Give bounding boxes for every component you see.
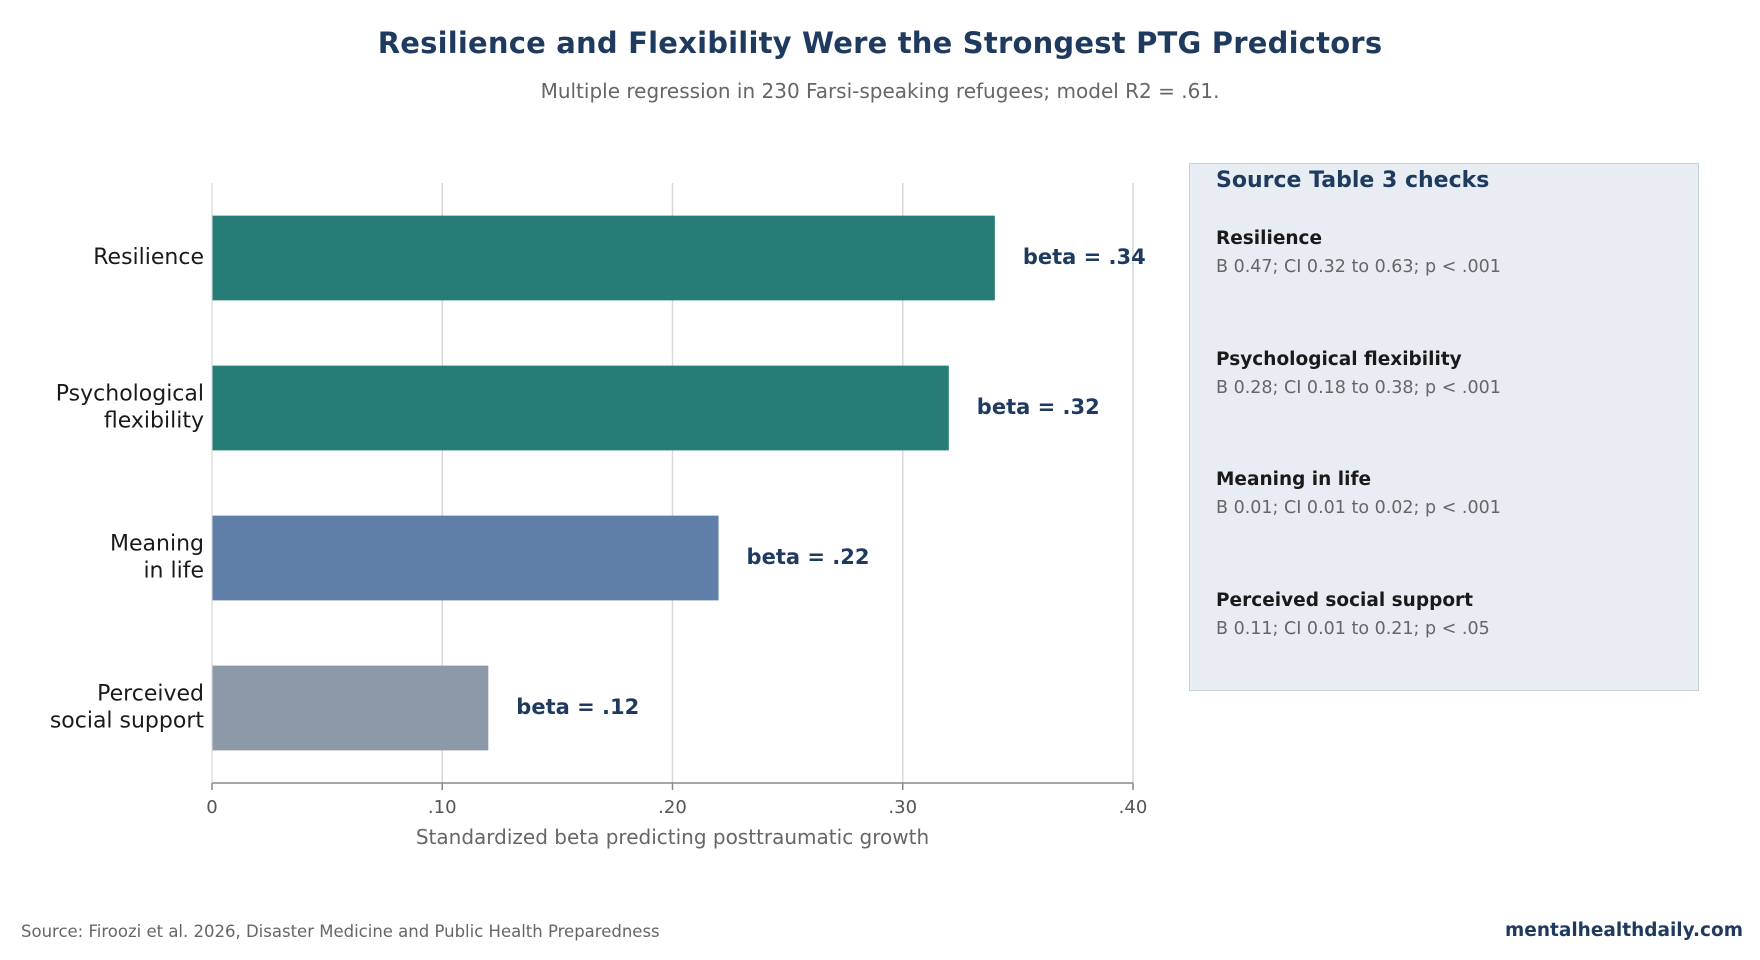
category-label: Meaning in life: [110, 532, 204, 584]
x-tick-label: .30: [888, 797, 917, 818]
category-label: Perceived social support: [50, 682, 205, 734]
x-axis-label: Standardized beta predicting posttraumat…: [416, 825, 929, 849]
chart-subtitle: Multiple regression in 230 Farsi-speakin…: [540, 79, 1220, 103]
check-label: Meaning in life: [1216, 469, 1372, 490]
bar-chart: beta = .34 Resilience beta = .32 Psychologi…: [50, 183, 1148, 849]
check-item-resilience: Resilience B 0.47; CI 0.32 to 0.63; p < …: [1216, 228, 1501, 277]
x-tick-label: 0: [206, 797, 217, 818]
check-label: Perceived social support: [1216, 590, 1474, 611]
chart-title: Resilience and Flexibility Were the Stro…: [377, 26, 1383, 60]
data-label: beta = .22: [747, 545, 870, 569]
data-label: beta = .32: [977, 395, 1100, 419]
source-checks-panel: Source Table 3 checks Resilience B 0.47;…: [1189, 163, 1699, 691]
check-label: Resilience: [1216, 228, 1323, 249]
check-item-perceived-social-support: Perceived social support B 0.11; CI 0.01…: [1216, 590, 1490, 639]
data-label: beta = .12: [516, 695, 639, 719]
panel-title: Source Table 3 checks: [1216, 168, 1490, 193]
bar: [212, 365, 949, 451]
x-tick-label: .10: [428, 797, 457, 818]
check-detail: B 0.28; CI 0.18 to 0.38; p < .001: [1216, 378, 1501, 398]
bar: [212, 215, 995, 301]
check-label: Psychological flexibility: [1216, 349, 1462, 370]
check-detail: B 0.47; CI 0.32 to 0.63; p < .001: [1216, 257, 1501, 277]
brand-link[interactable]: mentalhealthdaily.com: [1505, 920, 1743, 941]
check-detail: B 0.11; CI 0.01 to 0.21; p < .05: [1216, 619, 1490, 639]
x-tick-label: .40: [1119, 797, 1148, 818]
category-label: Resilience: [93, 245, 204, 270]
bar: [212, 515, 719, 601]
check-detail: B 0.01; CI 0.01 to 0.02; p < .001: [1216, 498, 1501, 518]
bar: [212, 665, 489, 751]
data-label: beta = .34: [1023, 245, 1146, 269]
source-note: Source: Firoozi et al. 2026, Disaster Me…: [21, 922, 660, 941]
x-tick-label: .20: [658, 797, 687, 818]
category-label: Psychological flexibility: [56, 382, 204, 434]
check-item-psychological-flexibility: Psychological flexibility B 0.28; CI 0.1…: [1216, 349, 1501, 398]
check-item-meaning-in-life: Meaning in life B 0.01; CI 0.01 to 0.02;…: [1216, 469, 1501, 518]
